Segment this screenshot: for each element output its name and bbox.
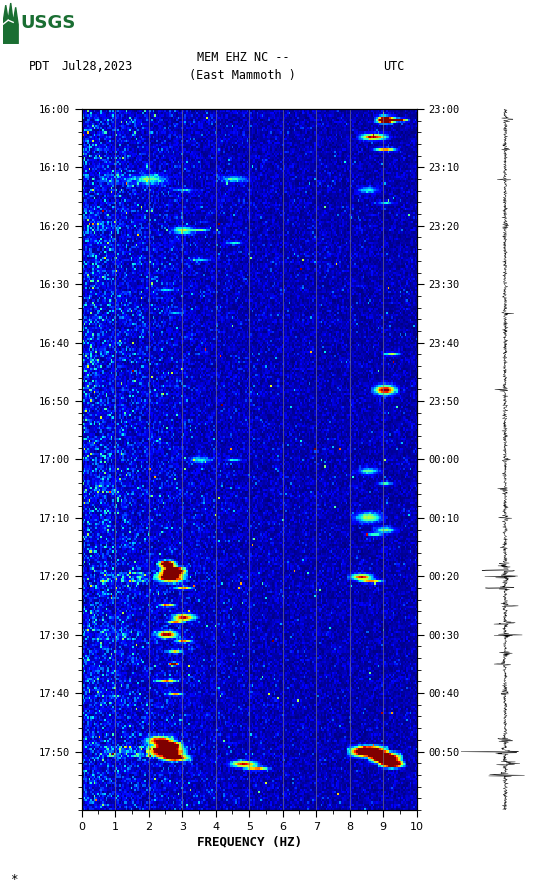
Text: Jul28,2023: Jul28,2023	[61, 60, 132, 72]
Text: *: *	[10, 872, 18, 886]
Text: PDT: PDT	[29, 60, 50, 72]
Text: USGS: USGS	[20, 14, 76, 32]
Polygon shape	[3, 3, 18, 44]
Text: MEM EHZ NC --: MEM EHZ NC --	[197, 51, 289, 63]
X-axis label: FREQUENCY (HZ): FREQUENCY (HZ)	[197, 836, 302, 849]
Text: UTC: UTC	[384, 60, 405, 72]
Text: (East Mammoth ): (East Mammoth )	[189, 69, 296, 81]
